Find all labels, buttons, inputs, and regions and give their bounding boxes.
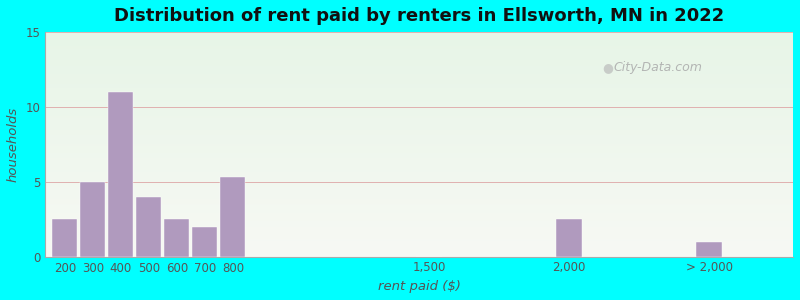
Title: Distribution of rent paid by renters in Ellsworth, MN in 2022: Distribution of rent paid by renters in … xyxy=(114,7,724,25)
Bar xyxy=(108,92,134,256)
Bar xyxy=(192,227,218,256)
Text: City-Data.com: City-Data.com xyxy=(614,61,702,74)
Bar xyxy=(556,219,582,256)
Bar xyxy=(52,219,78,256)
Bar xyxy=(80,182,106,256)
Y-axis label: households: households xyxy=(7,107,20,182)
Bar xyxy=(697,242,722,256)
Text: ●: ● xyxy=(602,61,614,74)
Bar xyxy=(220,177,246,256)
Bar xyxy=(136,197,162,256)
Bar xyxy=(164,219,190,256)
X-axis label: rent paid ($): rent paid ($) xyxy=(378,280,461,293)
